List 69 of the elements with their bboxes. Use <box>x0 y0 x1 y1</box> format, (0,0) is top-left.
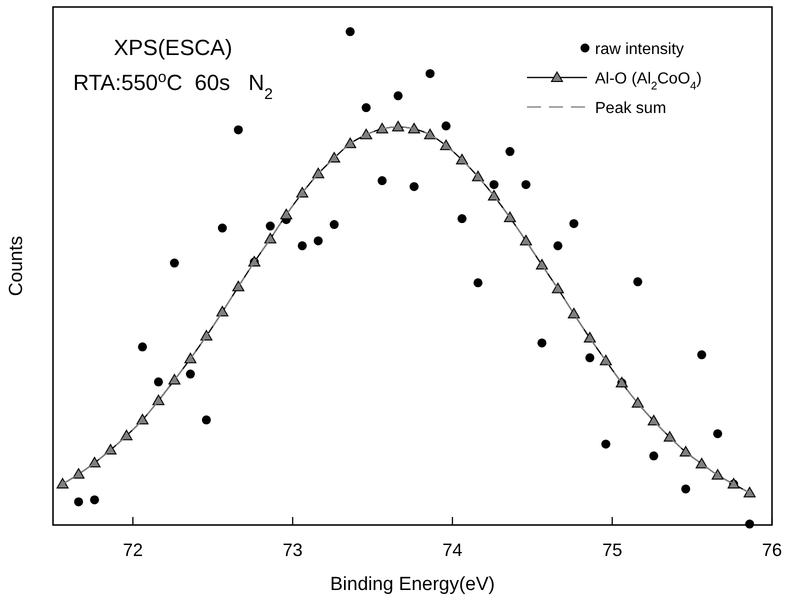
point <box>88 456 101 468</box>
point <box>489 180 498 190</box>
point <box>696 458 708 468</box>
point <box>426 69 435 78</box>
point <box>104 444 117 455</box>
legend-label: Peak sum <box>595 100 666 117</box>
point <box>298 241 307 250</box>
legend-label: Al-O (Al$_{2}$CoO$_{4}$) <box>595 70 702 92</box>
point <box>168 374 180 384</box>
point <box>649 451 658 460</box>
annotation: XPS(ESCA) <box>114 35 232 60</box>
point <box>346 27 355 36</box>
point <box>474 278 483 288</box>
point <box>216 306 228 316</box>
point <box>266 222 275 231</box>
x-tick-label: 74 <box>442 540 462 560</box>
point <box>505 147 514 156</box>
point <box>537 338 546 348</box>
point <box>569 219 578 228</box>
point <box>330 220 339 230</box>
point <box>362 103 371 112</box>
point <box>568 308 580 318</box>
point <box>680 446 692 456</box>
point <box>394 91 403 100</box>
point <box>74 497 84 506</box>
x-tick-label: 72 <box>122 540 143 560</box>
point <box>264 232 276 244</box>
point <box>378 176 387 186</box>
y-axis-title: Counts <box>6 236 27 296</box>
point <box>697 350 706 360</box>
point <box>170 258 179 268</box>
x-tick-label: 73 <box>282 540 303 560</box>
point <box>520 234 532 246</box>
point <box>585 353 594 362</box>
legend-label: raw intensity <box>595 41 684 58</box>
point <box>154 377 163 386</box>
point <box>633 277 642 286</box>
x-tick-label: 75 <box>602 540 622 560</box>
point <box>553 241 562 250</box>
annotation: RTA:550$^{o}$C 60s N$_{2}$ <box>73 68 273 102</box>
point <box>410 182 419 192</box>
point <box>648 414 660 426</box>
point <box>521 180 530 190</box>
point <box>90 495 100 504</box>
point <box>202 415 211 424</box>
point <box>152 394 164 406</box>
point <box>72 468 85 479</box>
point <box>186 370 195 379</box>
point <box>458 214 467 224</box>
x-axis-title: Binding Energy(eV) <box>330 574 495 595</box>
point <box>376 122 388 134</box>
point <box>442 121 451 130</box>
point <box>745 520 754 529</box>
point <box>56 478 69 489</box>
point <box>632 397 644 408</box>
point <box>601 440 610 449</box>
point <box>136 414 148 424</box>
point <box>314 236 323 246</box>
point <box>712 469 724 480</box>
point <box>234 125 243 134</box>
point <box>392 120 404 132</box>
point <box>681 484 690 494</box>
x-tick-label: 76 <box>762 540 782 560</box>
point <box>408 122 420 134</box>
point <box>664 431 676 442</box>
point <box>744 486 756 498</box>
point <box>218 224 227 233</box>
point <box>138 342 147 352</box>
point <box>713 429 722 438</box>
